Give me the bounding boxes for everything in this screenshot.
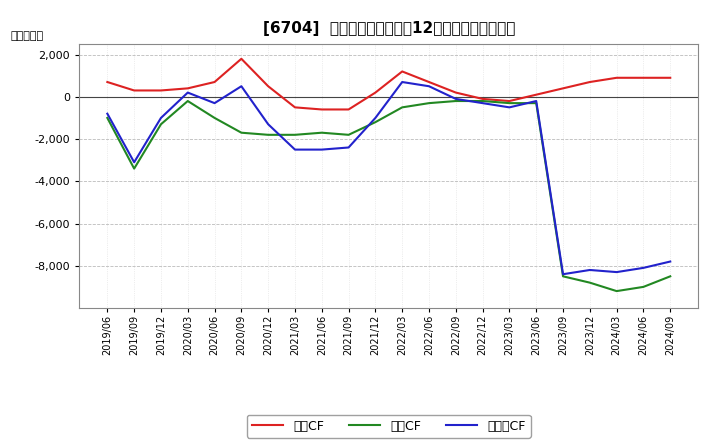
投資CF <box>210 115 219 121</box>
営業CF <box>344 107 353 112</box>
営業CF <box>478 96 487 102</box>
フリーCF <box>157 115 166 121</box>
Y-axis label: （百万円）: （百万円） <box>10 31 43 41</box>
フリーCF <box>184 90 192 95</box>
フリーCF <box>639 265 648 271</box>
フリーCF <box>612 269 621 275</box>
投資CF <box>666 274 675 279</box>
フリーCF <box>505 105 514 110</box>
投資CF <box>505 100 514 106</box>
投資CF <box>237 130 246 136</box>
投資CF <box>103 115 112 121</box>
フリーCF <box>451 96 460 102</box>
投資CF <box>371 120 379 125</box>
営業CF <box>612 75 621 81</box>
投資CF <box>184 99 192 104</box>
投資CF <box>639 284 648 290</box>
フリーCF <box>532 99 541 104</box>
営業CF <box>318 107 326 112</box>
フリーCF <box>318 147 326 152</box>
投資CF <box>478 99 487 104</box>
フリーCF <box>344 145 353 150</box>
営業CF <box>532 92 541 97</box>
投資CF <box>291 132 300 137</box>
Line: フリーCF: フリーCF <box>107 82 670 274</box>
Line: 営業CF: 営業CF <box>107 59 670 110</box>
営業CF <box>291 105 300 110</box>
投資CF <box>532 100 541 106</box>
営業CF <box>103 79 112 84</box>
フリーCF <box>371 115 379 121</box>
フリーCF <box>103 111 112 116</box>
Title: [6704]  キャッシュフローの12か月移動合計の推移: [6704] キャッシュフローの12か月移動合計の推移 <box>263 21 515 36</box>
フリーCF <box>130 160 138 165</box>
フリーCF <box>398 79 407 84</box>
投資CF <box>398 105 407 110</box>
営業CF <box>264 84 272 89</box>
投資CF <box>344 132 353 137</box>
営業CF <box>666 75 675 81</box>
投資CF <box>264 132 272 137</box>
営業CF <box>371 90 379 95</box>
投資CF <box>559 274 567 279</box>
Line: 投資CF: 投資CF <box>107 101 670 291</box>
フリーCF <box>210 100 219 106</box>
フリーCF <box>559 271 567 277</box>
営業CF <box>157 88 166 93</box>
フリーCF <box>264 121 272 127</box>
営業CF <box>585 79 594 84</box>
Legend: 営業CF, 投資CF, フリーCF: 営業CF, 投資CF, フリーCF <box>247 414 531 437</box>
営業CF <box>639 75 648 81</box>
投資CF <box>585 280 594 285</box>
フリーCF <box>425 84 433 89</box>
営業CF <box>505 99 514 104</box>
投資CF <box>157 121 166 127</box>
営業CF <box>210 79 219 84</box>
投資CF <box>318 130 326 136</box>
投資CF <box>451 99 460 104</box>
営業CF <box>237 56 246 62</box>
営業CF <box>425 79 433 84</box>
営業CF <box>451 90 460 95</box>
営業CF <box>398 69 407 74</box>
投資CF <box>130 166 138 171</box>
営業CF <box>559 86 567 91</box>
営業CF <box>130 88 138 93</box>
フリーCF <box>291 147 300 152</box>
投資CF <box>612 289 621 294</box>
フリーCF <box>666 259 675 264</box>
フリーCF <box>237 84 246 89</box>
投資CF <box>425 100 433 106</box>
フリーCF <box>478 100 487 106</box>
営業CF <box>184 86 192 91</box>
フリーCF <box>585 268 594 273</box>
